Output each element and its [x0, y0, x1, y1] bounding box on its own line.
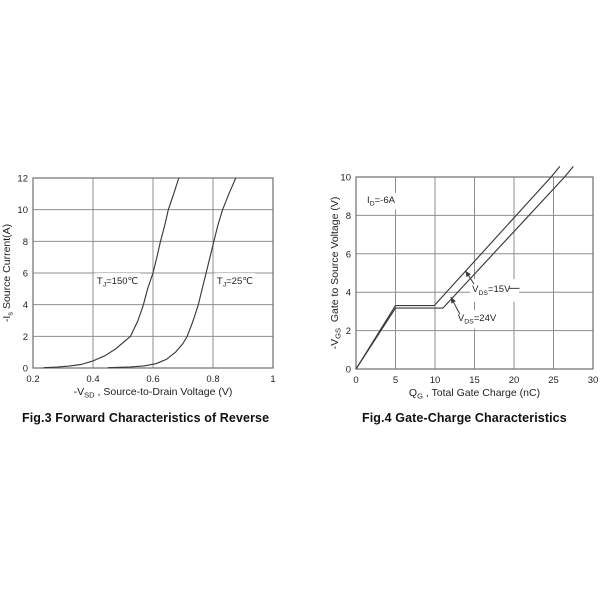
curve-tj-25-	[107, 177, 237, 369]
plot-border	[32, 177, 274, 369]
x-tick-label: 10	[430, 375, 441, 386]
x-tick-label: 30	[588, 375, 599, 386]
curve-tj-150-	[43, 177, 180, 369]
annotation-label-bg	[365, 192, 398, 210]
x-tick-label: 15	[469, 375, 480, 386]
x-tick-label: 0.6	[146, 374, 159, 385]
x-tick-label: 25	[548, 375, 559, 386]
y-tick-label: 2	[346, 326, 351, 337]
x-tick-label: 0.2	[26, 374, 39, 385]
y-tick-label: 10	[340, 173, 351, 184]
annotation-label: VDS=15V	[472, 284, 511, 297]
fig3-caption: Fig.3 Forward Characteristics of Reverse	[22, 411, 270, 425]
y-tick-label: 4	[23, 300, 28, 311]
annotation-label-bg	[94, 273, 141, 291]
annotation-label: VDS=24V	[458, 313, 497, 326]
y-tick-label: 6	[346, 249, 351, 260]
annotation-label: ID=-6A	[367, 195, 396, 208]
y-tick-label: 6	[23, 269, 28, 280]
x-tick-label: 0.8	[206, 374, 219, 385]
y-tick-label: 8	[23, 237, 28, 248]
x-axis-title: -VSD , Source-to-Drain Voltage (V)	[74, 386, 233, 400]
x-tick-label: 0	[353, 375, 358, 386]
arrowhead-icon	[465, 270, 471, 278]
y-axis-title: -VGS Gate to Source Voltage (V)	[329, 197, 343, 350]
plot-border	[355, 176, 594, 370]
y-axis-title: -Is Source Current(A)	[1, 224, 15, 322]
x-tick-label: 20	[509, 375, 520, 386]
curve-vds-24v	[355, 166, 574, 370]
fig4-caption: Fig.4 Gate-Charge Characteristics	[362, 411, 567, 425]
y-tick-label: 8	[346, 211, 351, 222]
annotation-label-bg	[455, 310, 501, 329]
annotation-label-bg	[470, 279, 520, 302]
x-tick-label: 0.4	[86, 374, 99, 385]
annotation-label-bg	[214, 273, 256, 291]
x-tick-label: 5	[393, 375, 398, 386]
y-tick-label: 10	[17, 205, 28, 216]
y-tick-label: 0	[346, 365, 351, 376]
arrowhead-icon	[450, 297, 456, 304]
annotation-label: TJ=150℃	[97, 276, 139, 289]
x-axis-title: QG , Total Gate Charge (nC)	[409, 387, 540, 401]
x-tick-label: 1	[270, 374, 275, 385]
y-tick-label: 2	[23, 332, 28, 343]
curve-vds-15v	[355, 166, 561, 370]
y-tick-label: 0	[23, 364, 28, 375]
y-tick-label: 4	[346, 288, 351, 299]
y-tick-label: 12	[17, 174, 28, 185]
annotation-label: TJ=25℃	[217, 276, 253, 289]
